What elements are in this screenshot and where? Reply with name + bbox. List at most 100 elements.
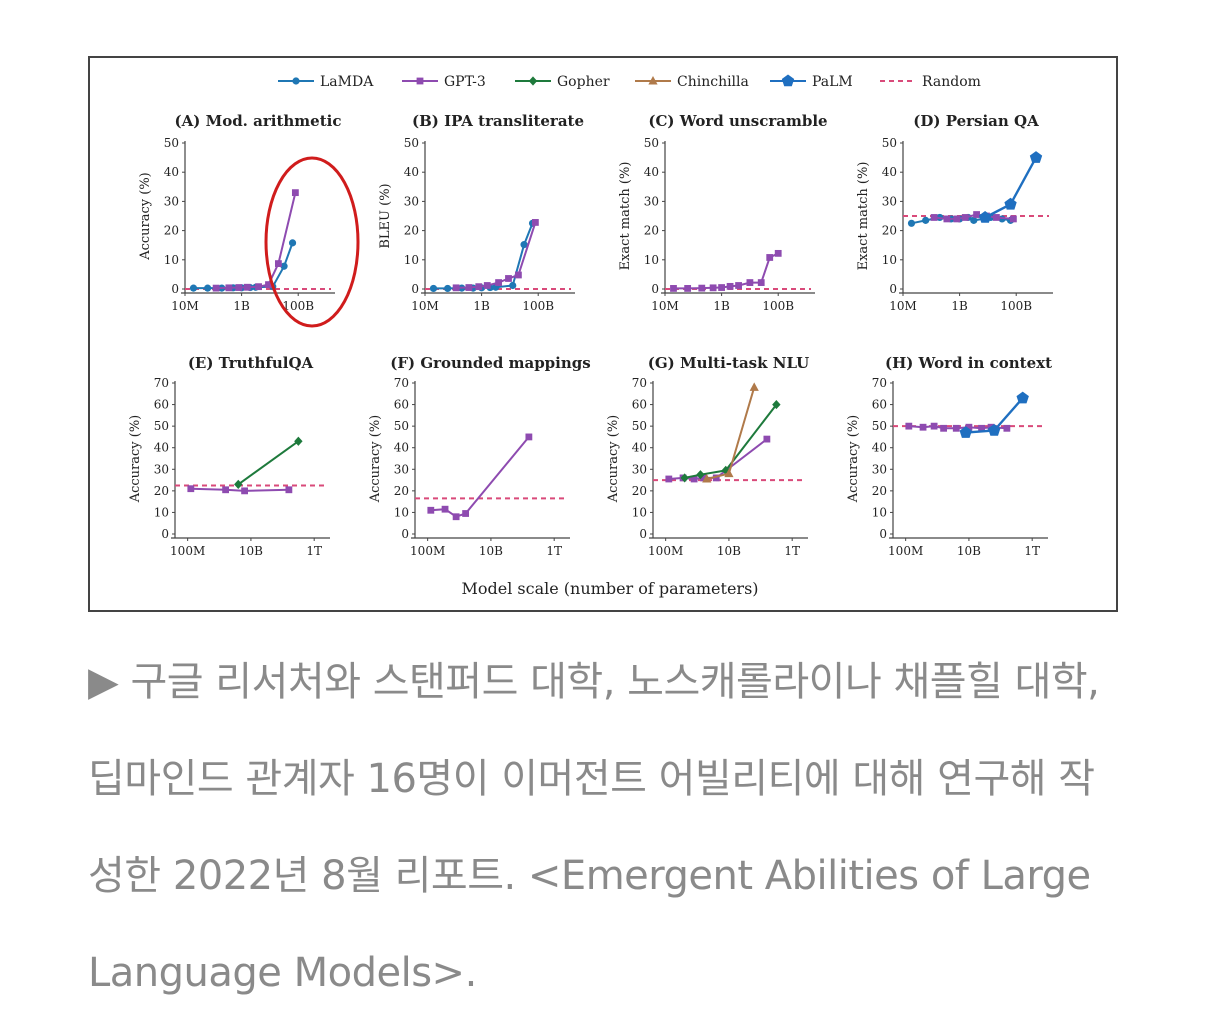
series-palm: [978, 151, 1043, 223]
data-point: [665, 475, 673, 483]
data-point: [452, 284, 460, 292]
x-tick-label: 1T: [1024, 544, 1040, 558]
y-tick-label: 70: [394, 376, 409, 390]
data-point: [475, 283, 483, 291]
panel-b: (B) IPA transliterate 0 10 20 30 40 50 10M 1B 100…: [378, 112, 584, 313]
y-tick-label: 60: [154, 398, 169, 412]
data-point: [978, 211, 992, 223]
y-tick-label: 40: [632, 441, 647, 455]
y-tick-label: 40: [394, 441, 409, 455]
series-palm: [959, 391, 1029, 438]
y-tick-label: 50: [644, 136, 659, 150]
data-point: [429, 284, 438, 293]
y-tick-label: 0: [879, 527, 887, 541]
data-point: [187, 485, 195, 493]
x-tick-label: 1B: [713, 299, 730, 313]
data-point: [763, 435, 771, 443]
data-point: [525, 433, 533, 441]
data-point: [746, 279, 754, 286]
data-point: [930, 422, 938, 430]
data-point: [953, 215, 961, 223]
y-tick-label: 20: [872, 484, 887, 498]
data-point: [465, 284, 473, 291]
legend-item-lamda: LaMDA: [278, 74, 374, 90]
series-line: [456, 222, 537, 289]
data-point: [735, 282, 742, 289]
y-tick-label: 70: [872, 376, 887, 390]
series-line: [190, 487, 289, 492]
x-tick-label: 100M: [410, 544, 445, 558]
data-point: [1003, 424, 1011, 432]
y-tick-label: 30: [154, 462, 169, 476]
x-tick-label: 10B: [717, 544, 741, 558]
panel-f: (F) Grounded mappings 0 10 20 30 40 50 60 70 100M…: [368, 354, 591, 558]
data-point: [520, 241, 528, 249]
panel-title: (G) Multi-task NLU: [648, 354, 810, 372]
data-point: [698, 284, 706, 292]
y-tick-label: 0: [161, 527, 169, 541]
data-point: [712, 474, 720, 482]
y-tick-label: 60: [632, 398, 647, 412]
data-point: [1029, 151, 1043, 163]
data-point: [940, 424, 948, 432]
y-tick-label: 50: [404, 136, 419, 150]
x-tick-label: 100B: [522, 299, 554, 313]
data-point: [243, 283, 251, 291]
y-tick-label: 20: [632, 484, 647, 498]
y-tick-label: 30: [394, 462, 409, 476]
data-point: [505, 275, 512, 282]
panel-title: (B) IPA transliterate: [412, 112, 584, 130]
data-point: [294, 436, 303, 446]
data-point: [690, 475, 698, 483]
series-line: [430, 436, 530, 518]
x-tick-label: 10M: [651, 299, 679, 313]
y-axis-label: Exact match (%): [618, 162, 633, 271]
data-point: [234, 479, 243, 489]
x-tick-label: 1B: [951, 299, 968, 313]
series-gpt-3: [427, 433, 533, 521]
y-tick-label: 50: [872, 419, 887, 433]
y-axis-label: Accuracy (%): [128, 415, 143, 504]
legend-marker: [781, 74, 795, 87]
legend-marker: [648, 76, 658, 85]
y-tick-label: 50: [154, 419, 169, 433]
data-point: [531, 219, 539, 226]
panel-c: (C) Word unscramble 0 10 20 30 40 50 10M 1B 100B E…: [618, 112, 828, 313]
y-tick-label: 10: [404, 253, 419, 267]
data-point: [724, 468, 734, 478]
data-point: [726, 282, 734, 290]
caption-text: 구글 리서처와 스탠퍼드 대학, 노스캐롤라이나 채플힐 대학, 딥마인드 관계…: [88, 659, 1100, 996]
y-tick-label: 0: [639, 527, 647, 541]
legend-marker: [528, 76, 538, 86]
x-tick-label: 100B: [282, 299, 314, 313]
y-axis-label: Exact match (%): [856, 162, 871, 271]
legend-marker: [416, 77, 424, 85]
data-point: [452, 513, 460, 521]
y-tick-label: 30: [872, 462, 887, 476]
legend-label: LaMDA: [320, 74, 374, 90]
data-point: [721, 465, 730, 475]
y-axis-label: Accuracy (%): [138, 172, 153, 261]
data-point: [204, 284, 212, 292]
y-tick-label: 40: [164, 165, 179, 179]
data-point: [922, 216, 930, 224]
data-point: [670, 285, 677, 292]
data-point: [274, 260, 282, 267]
y-tick-label: 0: [411, 282, 419, 296]
caption: ▶ 구글 리서처와 스탠퍼드 대학, 노스캐롤라이나 채플힐 대학, 딥마인드 …: [88, 634, 1128, 1022]
legend-label: GPT-3: [444, 74, 486, 90]
series-line: [237, 440, 299, 486]
panel-title: (H) Word in context: [885, 354, 1052, 372]
data-point: [255, 283, 262, 291]
series-chinchilla: [702, 382, 759, 483]
data-point: [970, 216, 978, 224]
data-point: [952, 424, 960, 432]
y-axis-label: BLEU (%): [378, 183, 393, 248]
data-point: [462, 510, 470, 517]
legend: LaMDA GPT-3 Gopher Chinchilla PaLM Random: [278, 74, 981, 90]
y-axis-label: Accuracy (%): [846, 415, 861, 504]
x-tick-label: 10M: [411, 299, 439, 313]
data-point: [509, 281, 517, 290]
y-tick-label: 20: [404, 224, 419, 238]
y-tick-label: 0: [889, 282, 897, 296]
